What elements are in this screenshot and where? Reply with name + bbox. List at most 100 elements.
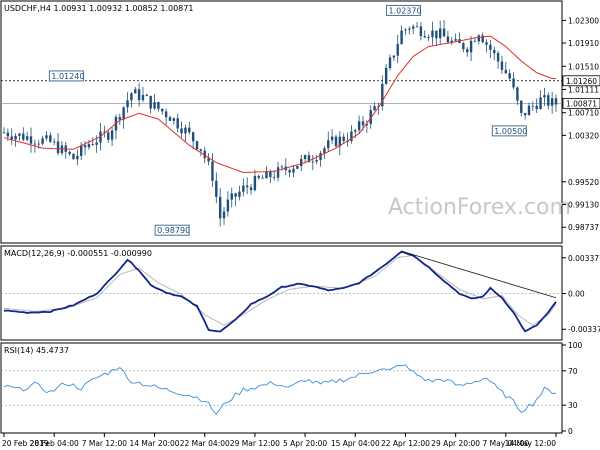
macd-tick-label: 0.00 bbox=[568, 290, 585, 299]
price-tick-label: 1.00320 bbox=[568, 131, 599, 140]
candle-body bbox=[438, 28, 442, 39]
candle-body bbox=[107, 132, 110, 140]
candle-body bbox=[218, 196, 222, 219]
candle-body bbox=[257, 175, 260, 178]
rsi-label: RSI(14) 45.4737 bbox=[4, 346, 69, 355]
candle-body bbox=[527, 105, 531, 116]
candle-body bbox=[137, 89, 141, 101]
candle-body bbox=[80, 145, 83, 156]
candle-body bbox=[431, 30, 434, 38]
rsi-tick-label: 70 bbox=[568, 367, 578, 376]
candle-body bbox=[2, 132, 6, 134]
candle-body bbox=[303, 155, 307, 159]
candle-body bbox=[161, 108, 164, 112]
candle-body bbox=[261, 177, 264, 179]
candle-body bbox=[427, 37, 430, 38]
candle-body bbox=[110, 130, 114, 140]
time-tick-label: 5 Apr 20:00 bbox=[283, 439, 327, 448]
time-tick-label: 15 Apr 04:00 bbox=[331, 439, 380, 448]
candle-body bbox=[280, 166, 284, 168]
candle-body bbox=[473, 40, 477, 42]
candle-body bbox=[56, 141, 60, 154]
candle-body bbox=[52, 141, 56, 143]
candle-body bbox=[377, 106, 380, 107]
time-tick-label: 7 May 04:00 bbox=[482, 439, 529, 448]
macd-indicator: 0.003377 0.00 -0.003373 bbox=[1, 250, 600, 334]
candle-body bbox=[118, 117, 122, 120]
moving-average bbox=[3, 35, 556, 174]
candle-body bbox=[103, 131, 106, 133]
price-tick-label: 1.01910 bbox=[568, 39, 599, 48]
candle-body bbox=[520, 100, 523, 113]
price-tick-label: 1.01111 bbox=[568, 85, 599, 94]
candle-body bbox=[33, 143, 37, 145]
time-tick-label: 14 Mar 20:00 bbox=[130, 439, 180, 448]
candle-body bbox=[68, 151, 71, 154]
rsi-line bbox=[3, 364, 557, 416]
candle-body bbox=[338, 136, 342, 147]
candle-body bbox=[207, 158, 210, 162]
annotation-box bbox=[154, 224, 190, 236]
candle-body bbox=[539, 97, 542, 110]
price-tick-label: 0.98737 bbox=[568, 223, 599, 232]
candle-body bbox=[543, 95, 546, 98]
candle-body bbox=[384, 68, 388, 84]
annotation-label: 1.01240 bbox=[51, 72, 84, 81]
candle-body bbox=[14, 135, 17, 140]
candle-body bbox=[273, 177, 276, 178]
price-axis: 1.02300 1.01910 1.01510 1.01111 1.00710 1.003… bbox=[562, 16, 600, 232]
candle-body bbox=[288, 170, 291, 173]
rsi-panel bbox=[0, 342, 563, 434]
time-tick-label: 22 Mar 04:00 bbox=[180, 439, 230, 448]
candle-body bbox=[500, 61, 504, 70]
candle-body bbox=[535, 105, 538, 110]
candle-body bbox=[269, 171, 272, 178]
candle-body bbox=[215, 180, 218, 197]
candle-body bbox=[60, 145, 64, 154]
price-tick-label: 1.00710 bbox=[568, 109, 599, 118]
price-grid bbox=[1, 80, 562, 104]
price-marker-label: 1.00871 bbox=[566, 99, 597, 108]
candle-body bbox=[25, 136, 29, 140]
time-tick-label: 14 May 12:00 bbox=[505, 439, 557, 448]
candle-body bbox=[211, 161, 214, 181]
candle-body bbox=[296, 165, 299, 169]
macd-trendline bbox=[401, 250, 557, 299]
candle-body bbox=[354, 130, 357, 132]
rsi-indicator: 100 70 30 0 bbox=[1, 341, 583, 436]
price-tick-label: 0.99130 bbox=[568, 200, 599, 209]
candle-body bbox=[411, 26, 415, 29]
candle-body bbox=[265, 171, 268, 179]
symbol-header: USDCHF,H4 1.00931 1.00932 1.00852 1.0087… bbox=[4, 4, 193, 13]
candle-body bbox=[18, 133, 21, 136]
candlesticks bbox=[2, 20, 558, 227]
candle-body bbox=[466, 49, 469, 53]
annotation-box bbox=[491, 125, 527, 137]
candle-body bbox=[242, 185, 245, 192]
candle-body bbox=[369, 110, 372, 124]
candle-body bbox=[485, 42, 488, 45]
macd-signal-line bbox=[3, 254, 557, 326]
annotation-box bbox=[48, 70, 84, 82]
price-tick-label: 0.99520 bbox=[568, 178, 599, 187]
rsi-tick-label: 0 bbox=[568, 427, 573, 436]
annotation-label: 0.98790 bbox=[157, 226, 190, 235]
candle-body bbox=[184, 127, 187, 134]
candle-body bbox=[361, 121, 365, 126]
candle-body bbox=[172, 118, 176, 121]
price-marker-box bbox=[562, 75, 600, 87]
price-marker-label: 1.01260 bbox=[566, 77, 597, 86]
candle-body bbox=[547, 95, 550, 106]
candle-body bbox=[176, 118, 179, 129]
candle-body bbox=[342, 136, 345, 141]
candle-body bbox=[276, 167, 280, 178]
rsi-tick-label: 100 bbox=[568, 341, 583, 350]
candle-body bbox=[523, 112, 527, 116]
candle-body bbox=[253, 175, 257, 191]
price-tick-label: 1.02300 bbox=[568, 16, 599, 25]
candle-body bbox=[493, 49, 496, 54]
candle-body bbox=[153, 102, 156, 109]
candle-body bbox=[300, 158, 303, 166]
macd-line bbox=[3, 250, 557, 333]
